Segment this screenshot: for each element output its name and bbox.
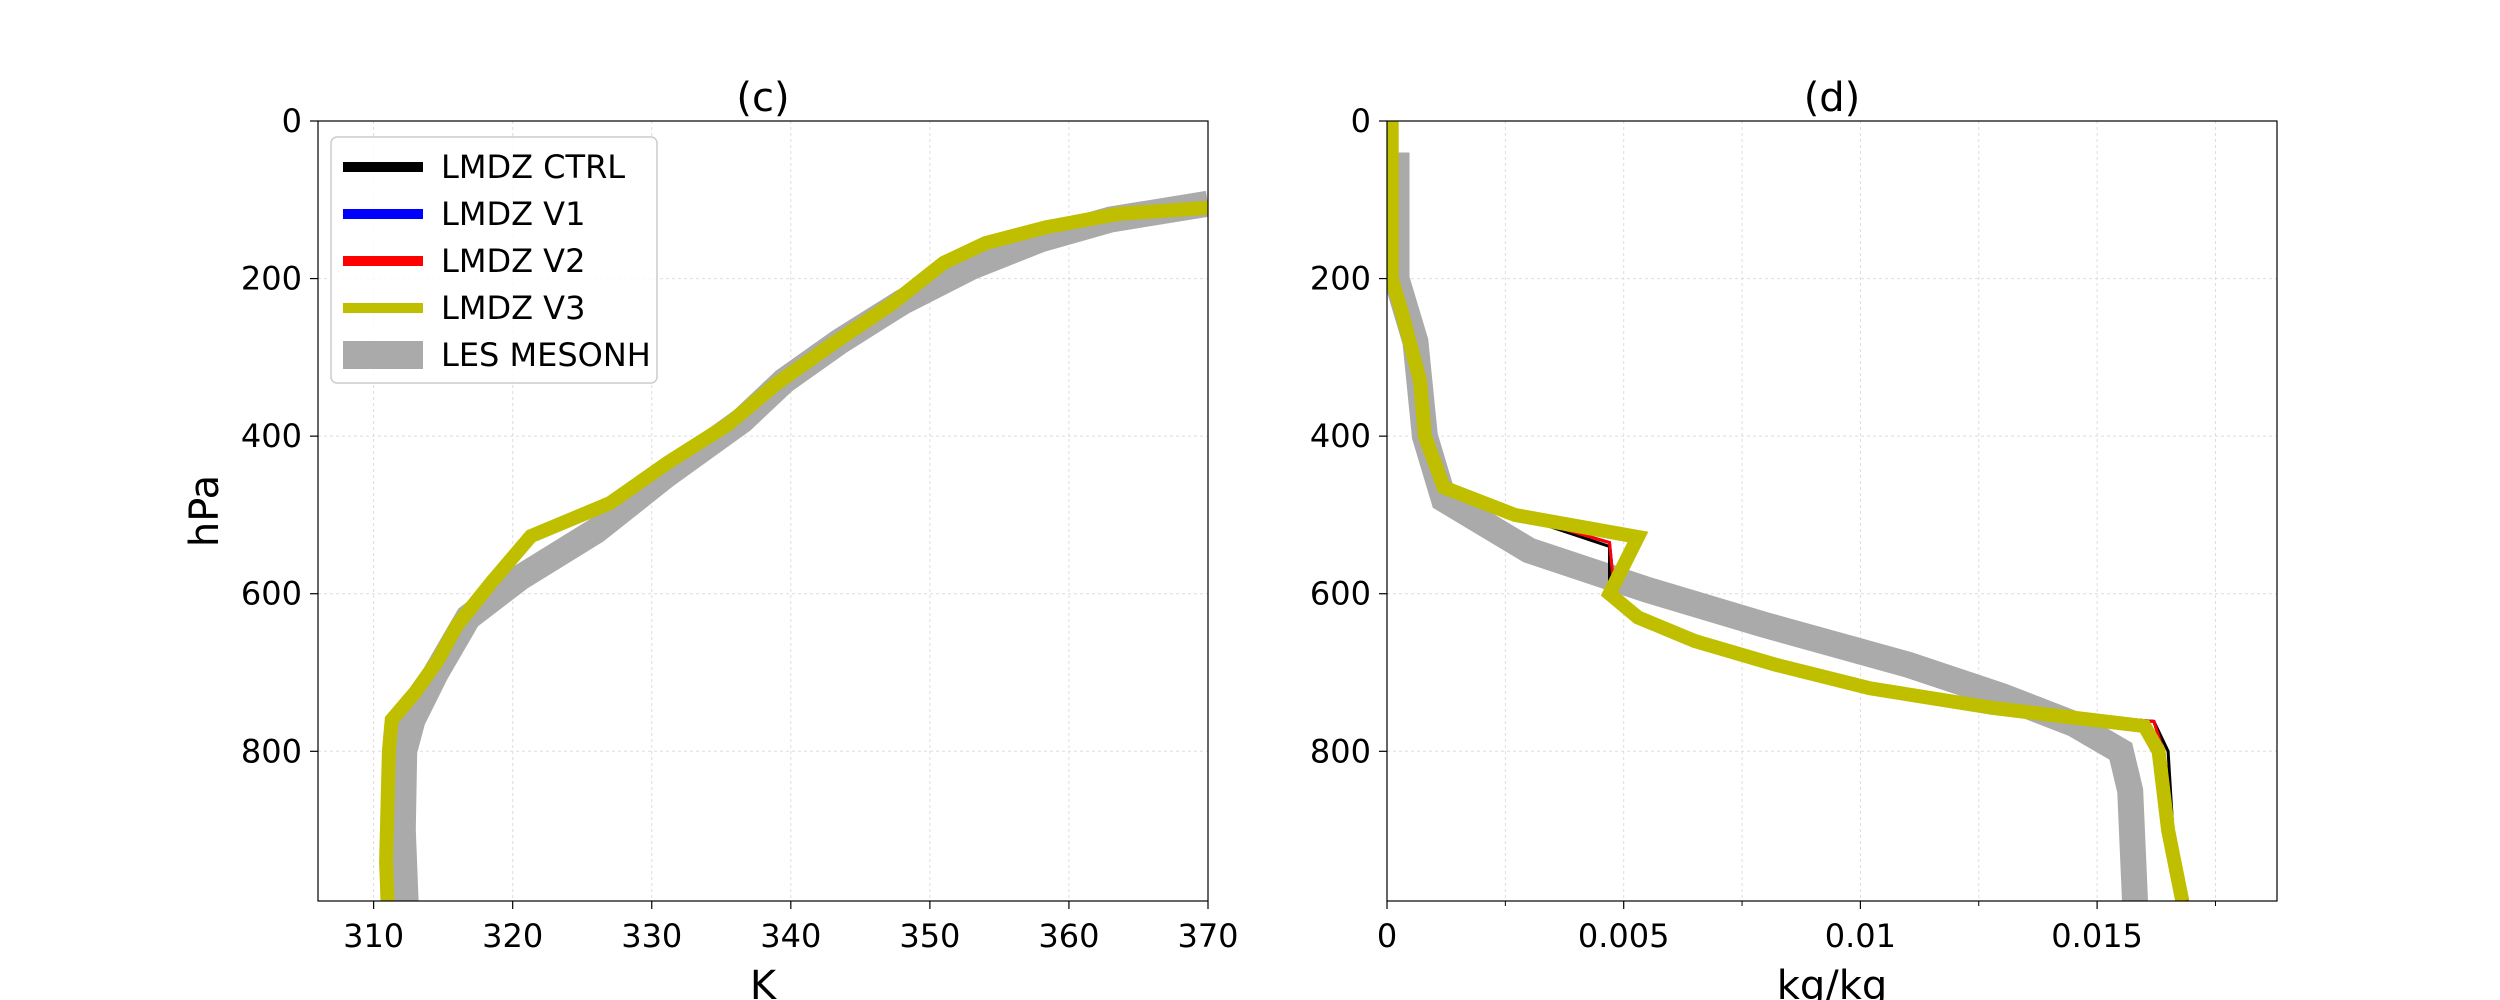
y-tick-label: 400	[1310, 417, 1371, 455]
series-line-les-mesonh	[1387, 152, 2148, 901]
y-tick-label: 0	[1351, 102, 1371, 140]
x-tick-label: 0.015	[2051, 917, 2143, 955]
panel-title: (d)	[1804, 75, 1861, 121]
y-tick-label: 200	[241, 260, 302, 298]
y-axis-title: hPa	[182, 475, 228, 547]
x-tick-label: 330	[621, 917, 682, 955]
legend-entry: LMDZ V2	[441, 242, 585, 280]
x-tick-label: 0.005	[1578, 917, 1670, 955]
legend-entry: LMDZ CTRL	[441, 148, 625, 186]
axes-frame	[1386, 120, 2278, 902]
panel-d: 0 0.005 0.01 0.015 0 200 400 600 800 (d) kg/kg	[1310, 75, 2278, 1000]
y-tick-label: 200	[1310, 260, 1371, 298]
legend-box	[330, 136, 658, 384]
panel-c: 310 320 330 340 350 360 370 0 200 400 600 800 (c) KhP…	[182, 75, 1239, 1000]
x-tick-label: 340	[760, 917, 821, 955]
x-tick-label: 360	[1038, 917, 1099, 955]
plot-area	[1387, 121, 2190, 901]
x-tick-label: 0	[1377, 917, 1397, 955]
plot-area	[379, 190, 1208, 901]
legend-entry: LMDZ V1	[441, 195, 585, 233]
series-line-les-mesonh	[389, 190, 1208, 901]
x-tick-label: 320	[482, 917, 543, 955]
x-tick-label: 310	[343, 917, 404, 955]
panel-title: (c)	[736, 75, 789, 121]
x-tick-label: 0.01	[1825, 917, 1896, 955]
y-tick-label: 0	[282, 102, 302, 140]
legend-entry: LES MESONH	[441, 336, 651, 374]
y-tick-label: 800	[241, 732, 302, 770]
x-tick-label: 370	[1177, 917, 1238, 955]
legend-entry: LMDZ V3	[441, 289, 585, 327]
x-axis-title: kg/kg	[1777, 963, 1888, 1000]
y-tick-label: 600	[241, 575, 302, 613]
x-axis-title: K	[750, 963, 778, 1000]
y-tick-label: 600	[1310, 575, 1371, 613]
series-line-lmdz-v3	[379, 200, 1208, 901]
x-tick-label: 350	[899, 917, 960, 955]
series-line-lmdz-v3	[1387, 121, 2190, 901]
axes-frame	[317, 120, 1209, 902]
y-tick-label: 400	[241, 417, 302, 455]
y-tick-label: 800	[1310, 732, 1371, 770]
